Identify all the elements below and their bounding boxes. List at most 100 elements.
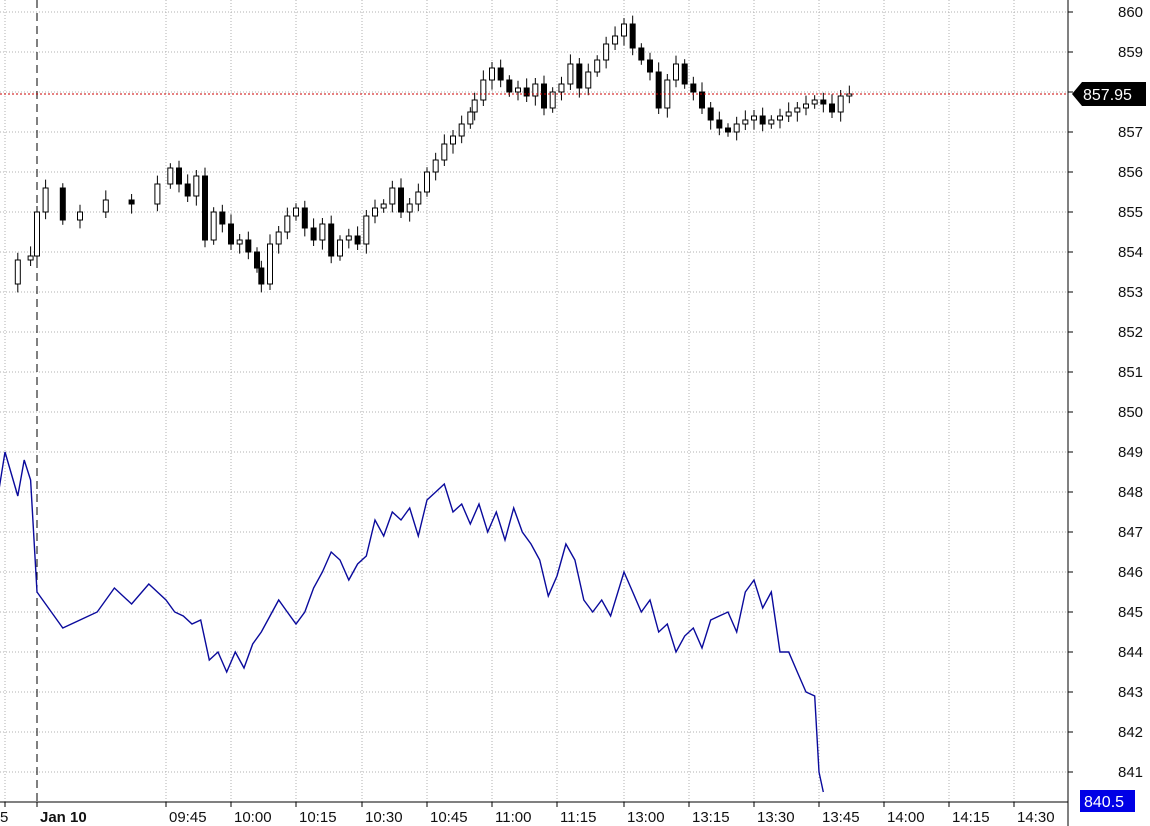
candle (389, 180, 396, 213)
candle (293, 203, 299, 221)
y-tick-label: 848 (1118, 484, 1143, 501)
candle-body (803, 103, 809, 109)
candle (690, 76, 697, 101)
candle (284, 207, 291, 240)
x-tick-label: 11:00 (495, 809, 531, 826)
candle-body (380, 203, 387, 209)
price-tag-value: 840.5 (1084, 794, 1124, 811)
candle (441, 134, 448, 166)
candle-body (777, 115, 783, 121)
candle (210, 207, 217, 245)
candle-body (293, 207, 299, 217)
candle (432, 152, 439, 181)
y-tick-label: 857 (1118, 124, 1143, 141)
candle-body (154, 183, 161, 205)
candle (558, 76, 565, 101)
candle-body (267, 243, 273, 285)
candle (811, 95, 818, 109)
candle (42, 179, 49, 220)
candle (372, 199, 378, 224)
y-tick-label: 850 (1118, 404, 1143, 421)
candle-body (558, 83, 565, 93)
price-tag-shape (1080, 790, 1135, 812)
candle-body (603, 43, 610, 61)
candle-body (699, 91, 705, 109)
candle-body (681, 63, 688, 85)
y-tick-label: 853 (1118, 284, 1143, 301)
candle-body (690, 83, 697, 93)
candle-body (585, 71, 592, 89)
x-tick-label: 10:45 (430, 809, 468, 826)
candle-body (319, 223, 326, 241)
candle-body (258, 267, 265, 285)
candle (458, 115, 465, 144)
x-tick-label: 09:45 (169, 809, 207, 826)
candle-body (432, 159, 439, 173)
candle-body (489, 67, 495, 81)
candle (354, 226, 361, 250)
candle (59, 183, 66, 225)
candle (363, 210, 370, 254)
candle-body (471, 99, 478, 113)
candle-body (275, 231, 282, 245)
candle-body (202, 175, 208, 241)
candle (176, 160, 182, 193)
candle (673, 55, 679, 88)
candle-body (785, 111, 792, 117)
price-tag-candles: 857.95 (1072, 82, 1146, 106)
candle (415, 183, 422, 212)
candle-body (42, 187, 49, 213)
x-axis: 5 Jan 10 09:45 10:00 10:15 10:30 10:45 11:00 11:… (0, 802, 1055, 826)
candle-body (467, 111, 474, 125)
candle (77, 204, 83, 229)
x-tick-label: Jan 10 (40, 809, 87, 826)
candle-body (612, 35, 619, 45)
candle-body (301, 207, 308, 229)
candle-body (655, 71, 662, 109)
candle-body (345, 235, 352, 241)
candle-body (210, 211, 217, 241)
candle (647, 52, 653, 81)
candle-body (480, 79, 487, 101)
candle-body (594, 59, 601, 73)
x-tick-label: 10:00 (234, 809, 272, 826)
candle (27, 246, 34, 266)
candle-body (441, 143, 448, 161)
y-tick-label: 860 (1118, 4, 1143, 21)
candle-body (497, 67, 504, 81)
candle (128, 194, 135, 214)
candle (34, 206, 40, 266)
candle (337, 235, 343, 261)
candle (497, 59, 504, 88)
x-tick-label: 13:15 (692, 809, 730, 826)
candle-body (176, 167, 182, 185)
y-tick-label: 859 (1118, 44, 1143, 61)
candle-body (820, 99, 827, 105)
y-tick-label: 849 (1118, 444, 1143, 461)
candle-body (759, 115, 766, 125)
candle-body (576, 63, 583, 89)
candle (467, 107, 474, 129)
candle (733, 116, 740, 141)
candle (829, 94, 835, 118)
candle-body (829, 103, 835, 113)
candle (707, 102, 714, 130)
candle-body (567, 63, 574, 85)
candle (245, 231, 252, 260)
candle (523, 78, 530, 102)
candle-body (733, 123, 740, 133)
candle-body (254, 251, 260, 269)
candle (328, 215, 335, 264)
candle-body (515, 87, 521, 93)
candle-body (621, 23, 627, 37)
candle-body (14, 259, 21, 285)
candle (777, 108, 783, 129)
candle-body (128, 199, 135, 205)
candle-body (310, 227, 317, 241)
candle (319, 218, 326, 250)
candle (837, 90, 844, 122)
candle (258, 260, 265, 293)
x-tick-label: 13:45 (822, 809, 860, 826)
candle-body (647, 59, 653, 73)
candle (202, 167, 208, 248)
